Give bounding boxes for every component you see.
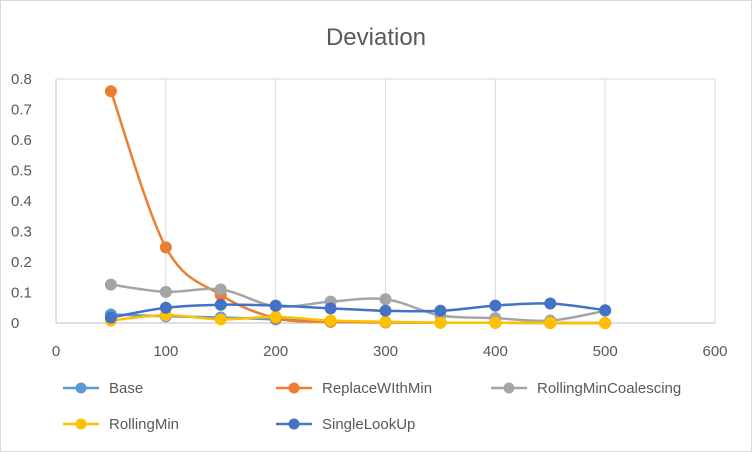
- data-point: [214, 313, 227, 326]
- data-point: [544, 297, 557, 310]
- series-line-4: [109, 302, 607, 319]
- x-tick-label: 100: [153, 343, 178, 360]
- y-tick-label: 0.8: [11, 71, 32, 88]
- gridlines: [56, 78, 716, 323]
- y-tick-label: 0.4: [11, 193, 32, 210]
- data-point: [269, 299, 282, 312]
- series-line-2: [109, 283, 607, 323]
- legend-swatch-marker: [288, 418, 300, 430]
- data-point: [434, 304, 447, 317]
- legend-item: SingleLookUp: [276, 416, 415, 433]
- x-tick-label: 200: [263, 343, 288, 360]
- data-point: [489, 299, 502, 312]
- legend-label: Base: [109, 380, 143, 397]
- legend-item: RollingMin: [63, 416, 179, 433]
- data-point: [489, 316, 502, 329]
- x-tick-label: 0: [52, 343, 60, 360]
- legend-swatch-marker: [288, 382, 300, 394]
- data-point: [324, 302, 337, 315]
- legend-label: SingleLookUp: [322, 416, 415, 433]
- x-tick-labels: 0 100 200 300 400 500 600: [52, 343, 728, 360]
- series-line-1: [109, 89, 607, 325]
- y-tick-label: 0: [11, 315, 19, 332]
- y-tick-label: 0.2: [11, 254, 32, 271]
- data-point: [544, 317, 557, 329]
- data-point: [379, 293, 392, 306]
- y-tick-label: 0.1: [11, 285, 32, 302]
- y-tick-label: 0.6: [11, 132, 32, 149]
- legend-item: ReplaceWIthMin: [276, 380, 432, 397]
- data-point: [599, 317, 612, 329]
- x-tick-label: 600: [702, 343, 727, 360]
- legend-label: RollingMin: [109, 416, 179, 433]
- legend-item: RollingMinCoalescing: [491, 380, 681, 397]
- x-tick-label: 400: [483, 343, 508, 360]
- data-point: [434, 316, 447, 329]
- data-point: [324, 314, 337, 327]
- data-point: [379, 315, 392, 328]
- legend-swatch-marker: [503, 382, 515, 394]
- data-point: [379, 304, 392, 317]
- legend-swatch-marker: [75, 382, 87, 394]
- data-point: [104, 278, 117, 291]
- data-point: [159, 285, 172, 298]
- y-tick-label: 0.7: [11, 102, 32, 119]
- data-point: [104, 85, 117, 98]
- data-point: [104, 311, 117, 324]
- series-points: [104, 85, 612, 329]
- legend-label: ReplaceWIthMin: [322, 380, 432, 397]
- legend-label: RollingMinCoalescing: [537, 380, 681, 397]
- legend-swatch-marker: [75, 418, 87, 430]
- series-line-3: [109, 313, 607, 325]
- data-point: [214, 283, 227, 296]
- data-point: [159, 301, 172, 314]
- data-point: [599, 304, 612, 317]
- y-tick-label: 0.3: [11, 224, 32, 241]
- data-point: [214, 298, 227, 311]
- x-tick-label: 500: [593, 343, 618, 360]
- legend-item: Base: [63, 380, 143, 397]
- y-tick-label: 0.5: [11, 163, 32, 180]
- legend: Base ReplaceWIthMin RollingMinCoalescing Ro…: [63, 380, 681, 433]
- x-tick-label: 300: [373, 343, 398, 360]
- y-tick-labels: 0 0.1 0.2 0.3 0.4 0.5 0.6 0.7 0.8: [11, 71, 32, 332]
- series-lines: [109, 89, 607, 325]
- data-point: [269, 310, 282, 323]
- data-point: [159, 241, 172, 254]
- chart-title: Deviation: [326, 24, 426, 51]
